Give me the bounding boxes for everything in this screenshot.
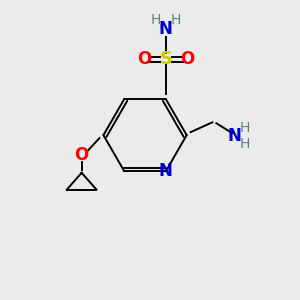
Text: N: N <box>227 127 241 145</box>
Text: O: O <box>181 50 195 68</box>
Text: N: N <box>159 162 173 180</box>
Text: H: H <box>171 13 181 27</box>
Text: H: H <box>151 13 161 27</box>
Text: O: O <box>137 50 151 68</box>
Text: H: H <box>240 121 250 135</box>
Text: S: S <box>159 50 172 68</box>
Text: O: O <box>74 146 89 164</box>
Text: H: H <box>240 137 250 151</box>
Text: N: N <box>159 20 173 38</box>
